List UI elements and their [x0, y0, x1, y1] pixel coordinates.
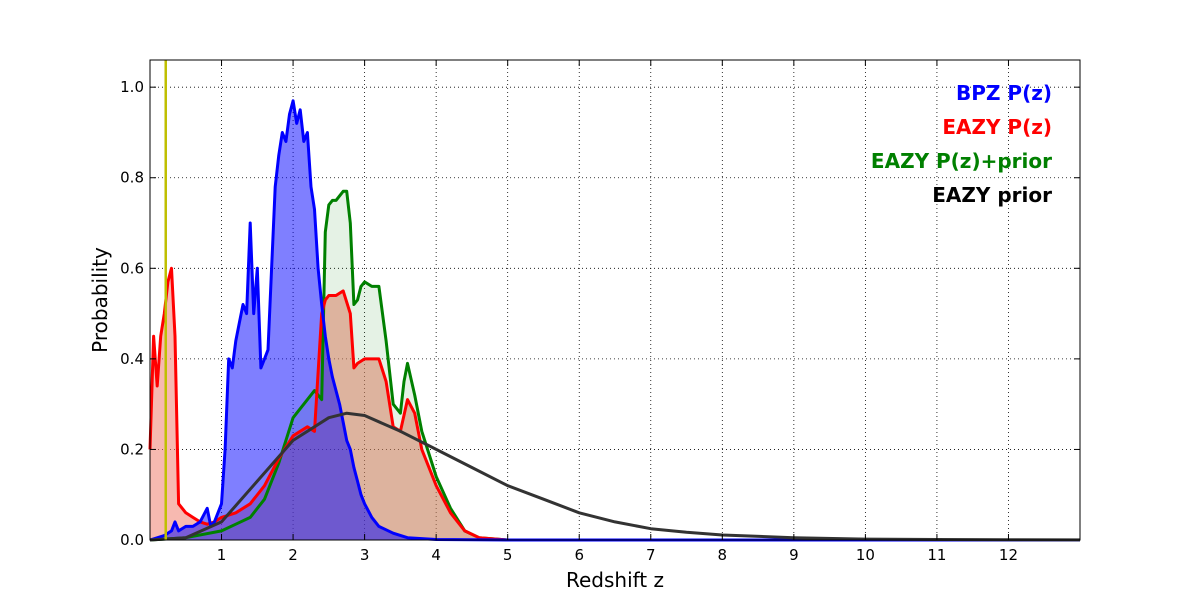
- x-tick-label: 9: [789, 546, 799, 564]
- y-axis-label: Probability: [88, 247, 112, 353]
- series-fill-1: [150, 268, 1080, 540]
- x-axis-label: Redshift z: [566, 568, 664, 592]
- series-line-1: [148, 266, 1080, 542]
- x-tick-label: 3: [360, 546, 370, 564]
- legend-entry-bpz: BPZ P(z): [956, 81, 1052, 105]
- y-tick-label: 1.0: [120, 78, 144, 96]
- legend-entry-eazy-prior-combined: EAZY P(z)+prior: [871, 149, 1052, 173]
- plot-frame: [149, 59, 1081, 541]
- x-tick-label: 7: [646, 546, 656, 564]
- series-lines: [148, 99, 1081, 542]
- x-tick-label: 4: [431, 546, 441, 564]
- series-line-0: [149, 99, 1080, 542]
- x-tick-label: 12: [999, 546, 1018, 564]
- x-tick-label: 6: [574, 546, 584, 564]
- y-tick-label: 0.8: [120, 169, 144, 187]
- x-tick-label: 1: [217, 546, 227, 564]
- legend-entry-eazy-prior: EAZY prior: [932, 183, 1052, 207]
- x-tick-label: 2: [288, 546, 298, 564]
- legend-entry-eazy: EAZY P(z): [942, 115, 1052, 139]
- x-tick-label: 5: [503, 546, 513, 564]
- y-tick-label: 0.2: [120, 440, 144, 458]
- y-tick-label: 0.0: [120, 531, 144, 549]
- series-fill-2: [150, 191, 1080, 541]
- y-tick-label: 0.4: [120, 350, 144, 368]
- axis-ticks: 1 2 3 4 5 6 7 8 9 10 11 120.00.20.40.60.81.0: [120, 60, 1080, 564]
- series-line-2: [149, 189, 1080, 542]
- x-tick-label: 8: [718, 546, 728, 564]
- x-tick-label: 10: [856, 546, 875, 564]
- y-tick-label: 0.6: [120, 259, 144, 277]
- legend: BPZ P(z) EAZY P(z) EAZY P(z)+prior EAZY …: [871, 81, 1052, 207]
- series-line-3: [149, 411, 1081, 542]
- x-tick-label: 11: [927, 546, 946, 564]
